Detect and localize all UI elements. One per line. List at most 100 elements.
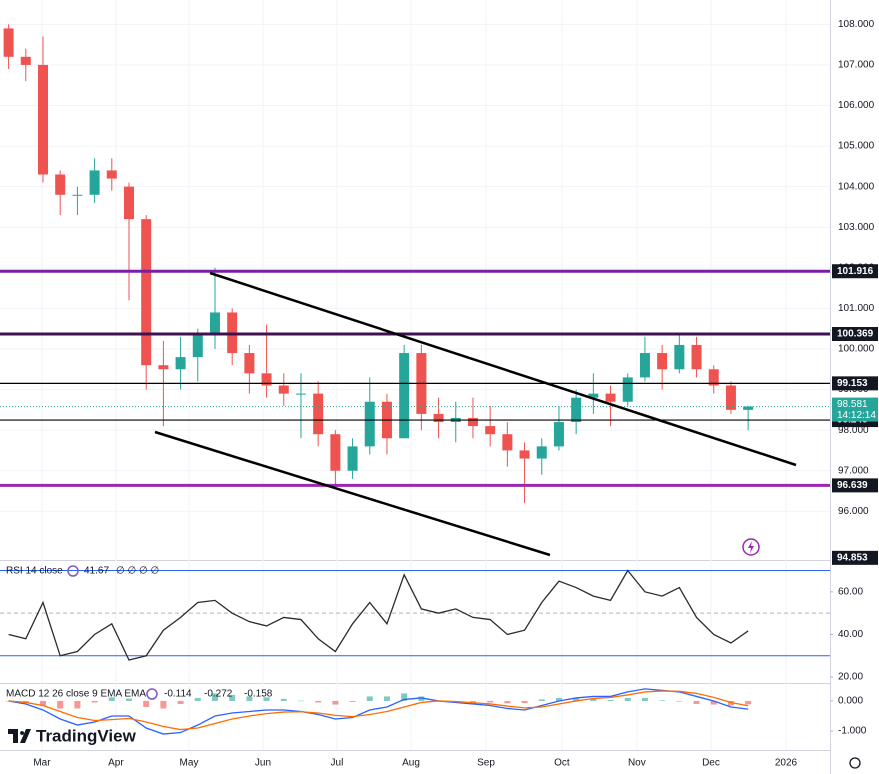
y-tick-label: 103.000 <box>838 222 875 233</box>
series-line <box>8 688 749 735</box>
histogram-bar <box>401 693 408 701</box>
histogram-bar <box>74 700 81 709</box>
x-tick-label: Jul <box>331 758 344 769</box>
y-tick-label: 101.000 <box>838 303 875 314</box>
candle-body <box>55 174 66 195</box>
y-tick-label: 96.000 <box>838 506 869 517</box>
histogram-bar <box>57 700 64 709</box>
candle-body <box>20 56 31 65</box>
logo-mark <box>8 729 31 743</box>
histogram-bar <box>229 694 236 701</box>
candle-body <box>639 353 650 378</box>
macd-hist-value: -0.114 <box>164 689 192 700</box>
candle-body <box>467 417 478 427</box>
candle-body <box>313 393 324 435</box>
histogram-bar <box>504 700 511 704</box>
countdown: 14:12:14 <box>837 410 876 421</box>
candle-body <box>158 365 169 370</box>
y-tick-label: 97.000 <box>838 465 869 476</box>
candle-body <box>725 385 736 410</box>
level-label-bg <box>832 327 878 342</box>
rsi-title: RSI 14 close <box>6 566 63 577</box>
candle-body <box>141 219 152 366</box>
histogram-bar <box>194 697 201 701</box>
x-tick-label: Mar <box>33 758 51 769</box>
series-line <box>8 690 749 731</box>
histogram-bar <box>383 696 390 701</box>
candle-body <box>89 170 100 195</box>
level-label: 99.153 <box>837 378 868 389</box>
settings-button[interactable] <box>849 757 861 769</box>
histogram-bar <box>710 700 717 705</box>
candle-body <box>3 28 14 57</box>
x-tick-label: Jun <box>255 758 271 769</box>
candle-body <box>708 369 719 386</box>
alert-bolt <box>748 541 754 553</box>
candle-body <box>106 170 117 179</box>
logo[interactable]: TradingView <box>8 726 137 745</box>
histogram-bar <box>332 700 339 705</box>
histogram-bar <box>469 700 476 703</box>
settings-icon[interactable] <box>67 565 79 577</box>
candle-body <box>330 434 341 471</box>
y-tick-label: 106.000 <box>838 100 875 111</box>
candle-body <box>399 353 410 439</box>
histogram-bar <box>745 700 752 705</box>
candle-body <box>347 446 358 471</box>
histogram-bar <box>91 700 98 703</box>
candle-body <box>657 353 668 370</box>
histogram-bar <box>246 696 253 701</box>
histogram-bar <box>143 700 150 707</box>
candle-body <box>72 194 83 196</box>
settings-icon[interactable] <box>146 688 158 700</box>
histogram-bar <box>521 700 528 704</box>
histogram-bar <box>573 697 580 701</box>
candle-body <box>553 422 564 447</box>
histogram-bar <box>125 698 132 701</box>
level-label-bg <box>832 264 878 279</box>
logo-text: TradingView <box>36 726 137 745</box>
trend-line[interactable] <box>154 430 551 557</box>
candle-body <box>278 385 289 394</box>
x-tick-label: Nov <box>628 758 646 769</box>
candle-body <box>485 426 496 435</box>
level-label-bg <box>832 550 878 565</box>
y-tick-label: 104.000 <box>838 181 875 192</box>
candle-body <box>743 406 754 410</box>
y-tick-label: 108.000 <box>838 19 875 30</box>
histogram-bar <box>108 697 115 701</box>
histogram-bar <box>211 693 218 701</box>
y-tick-label: 0.000 <box>838 696 863 707</box>
histogram-bar <box>263 697 270 701</box>
y-tick-label: 100.000 <box>838 344 875 355</box>
histogram-bar <box>555 697 562 701</box>
alert-icon[interactable] <box>742 538 760 556</box>
y-tick-label: 98.000 <box>838 425 869 436</box>
x-tick-label: 2026 <box>775 758 798 769</box>
histogram-bar <box>280 698 287 701</box>
y-tick-label: 40.00 <box>838 629 863 640</box>
histogram-bar <box>297 700 304 702</box>
level-label: 100.369 <box>837 329 874 340</box>
candle-body <box>691 344 702 370</box>
histogram-bar <box>487 700 494 703</box>
level-label: 94.853 <box>837 552 868 563</box>
histogram-bar <box>22 700 29 703</box>
histogram-bar <box>693 700 700 704</box>
y-tick-label: 105.000 <box>838 141 875 152</box>
x-tick-label: Apr <box>108 758 124 769</box>
candle-body <box>244 353 255 374</box>
y-tick-label: 20.00 <box>838 672 863 683</box>
trend-line[interactable] <box>209 271 797 467</box>
candle-body <box>433 413 444 423</box>
histogram-bar <box>727 700 734 706</box>
candle-body <box>536 446 547 459</box>
last-price-label: 98.581 <box>837 399 868 410</box>
y-tick-label: -1.000 <box>838 726 867 737</box>
last-price-bg <box>832 397 878 422</box>
histogram-bar <box>676 700 683 702</box>
macd-value: -0.272 <box>204 689 233 700</box>
y-tick-label: 60.00 <box>838 586 863 597</box>
